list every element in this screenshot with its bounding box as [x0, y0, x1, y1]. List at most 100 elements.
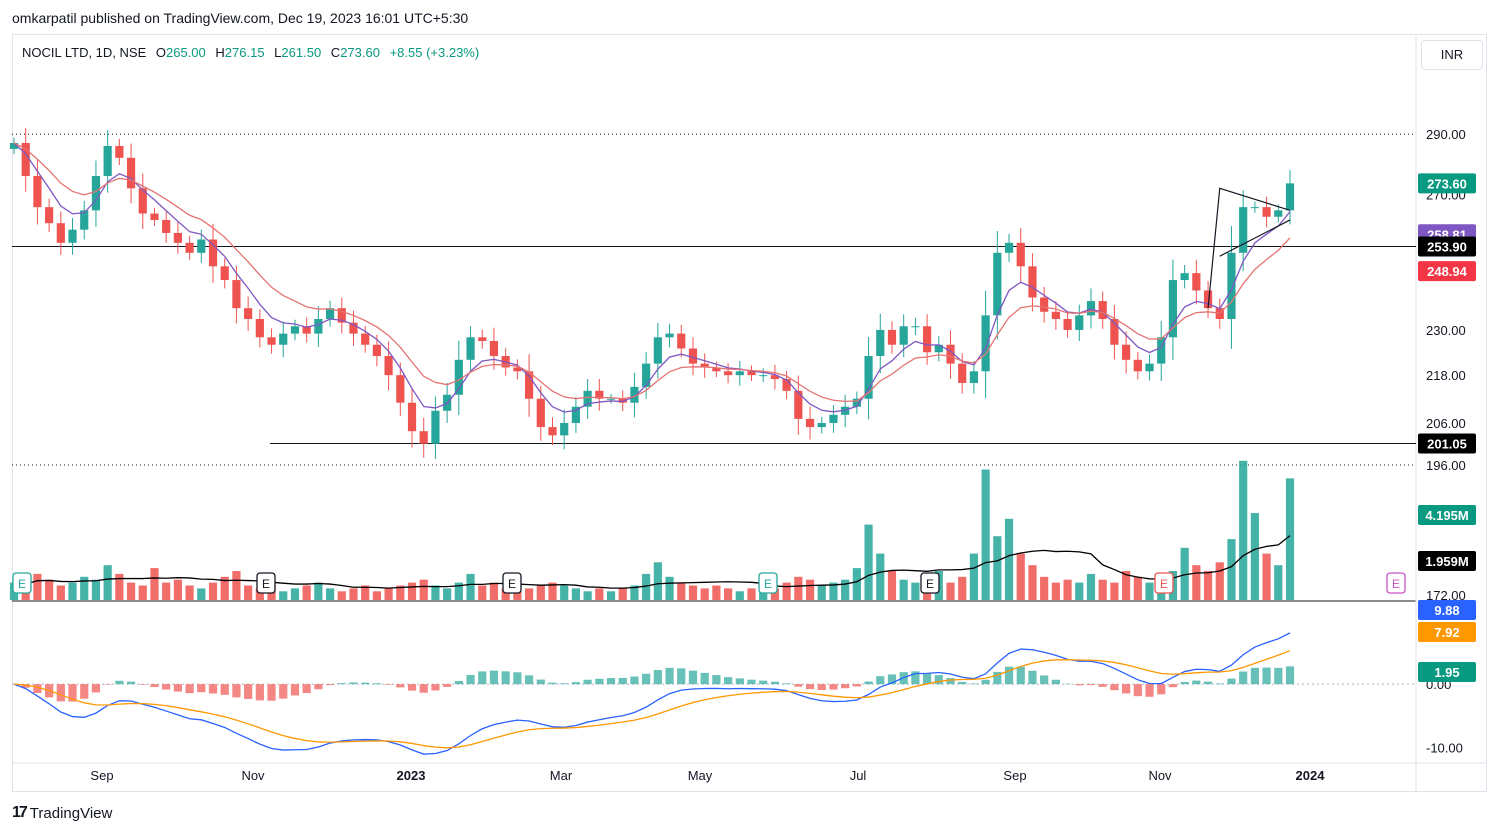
candle-body	[899, 326, 908, 345]
macd-histogram-bar	[361, 682, 370, 685]
candle-body	[1063, 318, 1072, 330]
candle-body	[173, 232, 182, 243]
resistance-label: 253.90	[1427, 239, 1467, 254]
volume-bar	[723, 588, 733, 600]
volume-bar	[489, 582, 499, 600]
volume-axis-tick: 172.00	[1426, 588, 1466, 603]
volume-bar	[244, 585, 253, 600]
macd-histogram-bar	[337, 683, 346, 685]
macd-histogram-bar	[864, 681, 873, 685]
volume-bar	[630, 585, 639, 600]
volume-bar	[302, 585, 311, 600]
histogram-value-label-bg	[1418, 662, 1476, 682]
macd-histogram-bar	[1203, 681, 1213, 685]
time-axis-label: 2023	[397, 768, 426, 783]
candle-body	[361, 333, 370, 345]
candle-body	[1262, 207, 1271, 217]
macd-histogram-bar	[1285, 666, 1295, 685]
macd-histogram-bar	[419, 684, 428, 693]
macd-histogram-bar	[759, 680, 768, 685]
volume-bar	[1016, 553, 1025, 600]
macd-histogram-bar	[431, 684, 440, 691]
pennant-upper-line	[1207, 187, 1291, 309]
macd-histogram-bar	[642, 673, 651, 685]
macd-histogram-bar	[981, 679, 990, 685]
macd-histogram-bar	[501, 671, 510, 685]
macd-histogram-bar	[1040, 675, 1049, 685]
macd-histogram-bar	[443, 684, 452, 687]
candle-body	[946, 344, 955, 364]
candle-body	[864, 356, 873, 399]
pennant-lower-line	[1219, 219, 1291, 257]
volume-bar	[314, 582, 323, 600]
candle-body	[841, 406, 850, 415]
volume-bar	[770, 588, 780, 600]
volume-bar	[794, 576, 803, 600]
candle-body	[747, 371, 756, 376]
volume-bar	[677, 582, 686, 600]
macd-histogram-bar	[548, 682, 557, 685]
volume-bar	[33, 573, 42, 600]
earnings-marker	[1154, 572, 1174, 594]
candle-body	[56, 223, 65, 243]
macd-histogram-bar	[841, 684, 850, 689]
volume-bar	[887, 571, 897, 600]
candle-body	[91, 176, 101, 211]
volume-bar	[501, 588, 510, 600]
volume-bar	[981, 469, 990, 600]
macd-histogram-bar	[1122, 684, 1131, 694]
close-value: 273.60	[340, 45, 380, 60]
volume-bar	[571, 588, 581, 600]
candle-body	[267, 337, 276, 345]
candle-body	[466, 337, 475, 360]
macd-histogram-bar	[56, 684, 65, 702]
change-value: +8.55 (+3.23%)	[389, 45, 480, 60]
candle-body	[1110, 318, 1119, 345]
macd-histogram-bar	[325, 684, 335, 686]
candle-body	[712, 367, 721, 372]
macd-histogram-bar	[618, 677, 627, 685]
time-axis-label: Sep	[1003, 768, 1026, 783]
candle-body	[1051, 311, 1060, 319]
volume-bar	[349, 588, 358, 600]
tradingview-logo[interactable]: 17 TradingView	[12, 804, 112, 822]
volume-bar	[80, 576, 89, 600]
macd-histogram-bar	[630, 676, 639, 685]
volume-bar	[478, 585, 487, 600]
price-axis-tick: 196.00	[1426, 458, 1466, 473]
candle-body	[653, 337, 662, 364]
volume-bar	[1145, 582, 1154, 600]
candle-body	[431, 410, 440, 444]
volume-bar	[396, 585, 405, 600]
macd-histogram-bar	[571, 682, 581, 685]
candle-body	[876, 329, 885, 357]
volume-bar	[1133, 576, 1142, 600]
volume-bar	[1215, 562, 1224, 600]
candle-body	[138, 188, 147, 214]
volume-bar	[536, 585, 545, 600]
candle-body	[700, 363, 709, 368]
macd-histogram-bar	[677, 668, 686, 685]
currency-button[interactable]: INR	[1421, 40, 1483, 70]
macd-histogram-bar	[887, 674, 897, 685]
macd-histogram-bar	[1215, 683, 1224, 685]
macd-histogram-bar	[466, 674, 475, 685]
support-label: 201.05	[1427, 437, 1467, 452]
earnings-marker	[12, 572, 32, 594]
macd-line	[13, 632, 1291, 755]
candle-body	[302, 326, 311, 334]
candle-body	[548, 427, 557, 436]
macd-histogram-bar	[852, 684, 861, 687]
macd-histogram-bar	[478, 671, 487, 685]
volume-bar	[419, 579, 428, 600]
macd-histogram-bar	[805, 684, 815, 690]
candle-body	[794, 390, 803, 419]
macd-pane	[12, 632, 1416, 755]
candle-body	[618, 398, 627, 403]
volume-bar	[185, 585, 194, 600]
macd-histogram-bar	[688, 670, 698, 685]
volume-bar	[45, 579, 54, 600]
macd-histogram-bar	[115, 680, 124, 685]
macd-histogram-bar	[1086, 684, 1096, 686]
